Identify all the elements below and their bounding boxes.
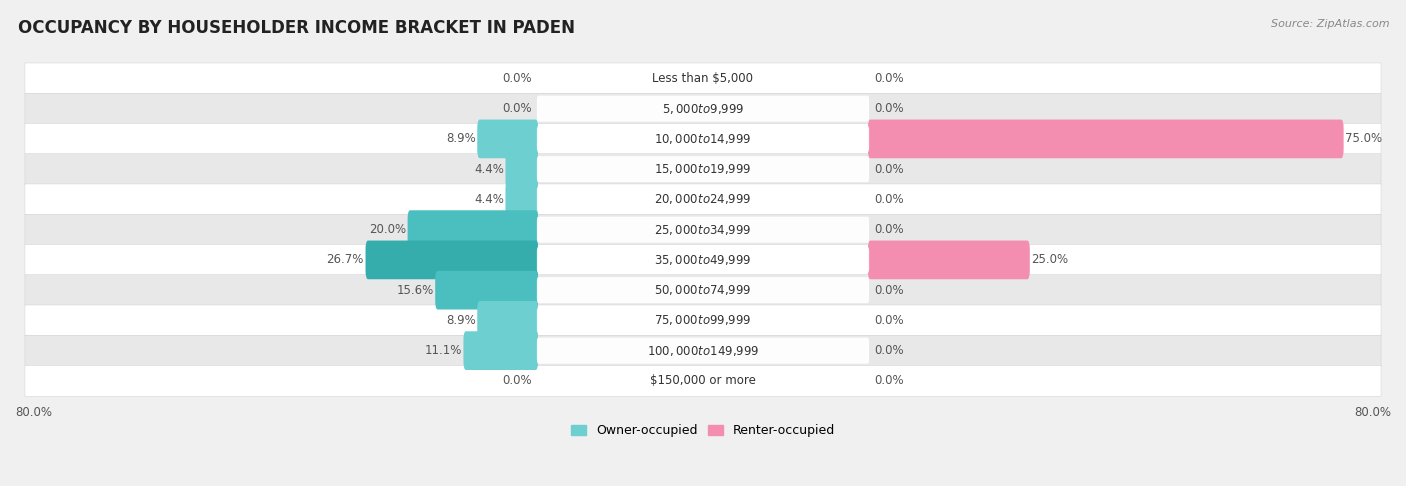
FancyBboxPatch shape [25,214,1381,245]
Text: 8.9%: 8.9% [446,314,475,327]
Text: 0.0%: 0.0% [875,193,904,206]
Text: 0.0%: 0.0% [502,72,531,85]
FancyBboxPatch shape [506,150,538,189]
FancyBboxPatch shape [537,277,869,303]
Text: 26.7%: 26.7% [326,253,364,266]
FancyBboxPatch shape [537,368,869,394]
Text: 0.0%: 0.0% [875,102,904,115]
FancyBboxPatch shape [436,271,538,310]
Text: $150,000 or more: $150,000 or more [650,374,756,387]
Text: 20.0%: 20.0% [368,223,406,236]
Text: 75.0%: 75.0% [1346,132,1382,145]
FancyBboxPatch shape [25,123,1381,155]
Text: 0.0%: 0.0% [875,344,904,357]
Text: $25,000 to $34,999: $25,000 to $34,999 [654,223,752,237]
FancyBboxPatch shape [537,338,869,364]
FancyBboxPatch shape [25,275,1381,306]
Text: 0.0%: 0.0% [875,374,904,387]
Text: $35,000 to $49,999: $35,000 to $49,999 [654,253,752,267]
Text: $15,000 to $19,999: $15,000 to $19,999 [654,162,752,176]
FancyBboxPatch shape [537,307,869,333]
Text: Less than $5,000: Less than $5,000 [652,72,754,85]
FancyBboxPatch shape [25,305,1381,336]
Text: 0.0%: 0.0% [875,72,904,85]
FancyBboxPatch shape [366,241,538,279]
Text: 4.4%: 4.4% [474,163,503,175]
FancyBboxPatch shape [408,210,538,249]
FancyBboxPatch shape [537,96,869,122]
FancyBboxPatch shape [868,120,1344,158]
Text: $75,000 to $99,999: $75,000 to $99,999 [654,313,752,328]
Text: 11.1%: 11.1% [425,344,461,357]
FancyBboxPatch shape [25,93,1381,124]
Text: $20,000 to $24,999: $20,000 to $24,999 [654,192,752,207]
FancyBboxPatch shape [537,217,869,243]
Text: 15.6%: 15.6% [396,284,433,296]
FancyBboxPatch shape [537,126,869,152]
FancyBboxPatch shape [477,301,538,340]
FancyBboxPatch shape [537,187,869,212]
FancyBboxPatch shape [464,331,538,370]
FancyBboxPatch shape [537,247,869,273]
Text: Source: ZipAtlas.com: Source: ZipAtlas.com [1271,19,1389,30]
FancyBboxPatch shape [25,365,1381,396]
Text: 4.4%: 4.4% [474,193,503,206]
Text: $5,000 to $9,999: $5,000 to $9,999 [662,102,744,116]
FancyBboxPatch shape [25,63,1381,94]
FancyBboxPatch shape [477,120,538,158]
FancyBboxPatch shape [506,180,538,219]
FancyBboxPatch shape [25,184,1381,215]
Text: $10,000 to $14,999: $10,000 to $14,999 [654,132,752,146]
FancyBboxPatch shape [25,154,1381,185]
Text: $50,000 to $74,999: $50,000 to $74,999 [654,283,752,297]
Text: $100,000 to $149,999: $100,000 to $149,999 [647,344,759,358]
Text: 0.0%: 0.0% [502,374,531,387]
Legend: Owner-occupied, Renter-occupied: Owner-occupied, Renter-occupied [567,419,839,442]
FancyBboxPatch shape [25,244,1381,276]
Text: 0.0%: 0.0% [875,163,904,175]
Text: OCCUPANCY BY HOUSEHOLDER INCOME BRACKET IN PADEN: OCCUPANCY BY HOUSEHOLDER INCOME BRACKET … [18,19,575,37]
FancyBboxPatch shape [25,335,1381,366]
FancyBboxPatch shape [537,66,869,91]
FancyBboxPatch shape [537,156,869,182]
Text: 0.0%: 0.0% [875,223,904,236]
Text: 25.0%: 25.0% [1032,253,1069,266]
Text: 0.0%: 0.0% [875,284,904,296]
Text: 0.0%: 0.0% [502,102,531,115]
Text: 8.9%: 8.9% [446,132,475,145]
FancyBboxPatch shape [868,241,1029,279]
Text: 0.0%: 0.0% [875,314,904,327]
